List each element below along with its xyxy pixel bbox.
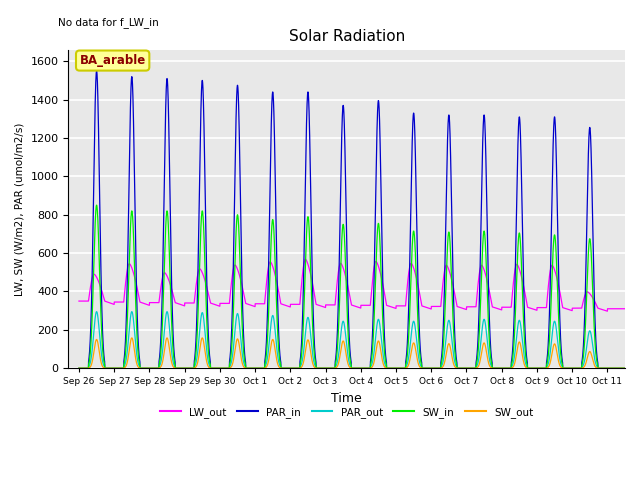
SW_in [499,365,506,371]
SW_in [639,365,640,371]
SW_out [95,345,102,351]
SW_in [95,243,102,249]
PAR_in [93,68,100,74]
Text: BA_arable: BA_arable [79,54,146,67]
LW_out [95,279,102,285]
SW_in [221,365,229,371]
SW_out [639,365,640,371]
LW_out [75,298,83,304]
PAR_out [248,365,256,371]
Line: LW_out: LW_out [79,259,640,311]
PAR_out [95,323,102,329]
PAR_out [93,309,100,314]
LW_out [328,302,336,308]
SW_out [128,335,136,341]
SW_out [221,365,229,371]
Title: Solar Radiation: Solar Radiation [289,29,405,44]
PAR_in [95,142,102,147]
SW_in [328,365,336,371]
LW_out [566,307,574,313]
LW_out [639,306,640,312]
SW_in [566,365,574,371]
Text: No data for f_LW_in: No data for f_LW_in [58,17,158,28]
LW_out [248,303,256,309]
PAR_in [499,365,506,371]
LW_out [301,256,309,262]
SW_out [328,365,336,371]
PAR_in [328,365,336,371]
PAR_in [248,365,256,371]
PAR_in [566,365,574,371]
SW_out [75,365,83,371]
Line: PAR_in: PAR_in [79,71,640,368]
X-axis label: Time: Time [332,392,362,405]
PAR_out [221,365,229,371]
PAR_in [221,365,229,371]
Legend: LW_out, PAR_in, PAR_out, SW_in, SW_out: LW_out, PAR_in, PAR_out, SW_in, SW_out [156,403,538,422]
PAR_out [499,365,506,371]
SW_out [566,365,574,371]
Line: SW_out: SW_out [79,338,640,368]
PAR_out [566,365,574,371]
PAR_out [75,365,83,371]
LW_out [499,304,506,310]
LW_out [221,300,229,306]
Y-axis label: LW, SW (W/m2), PAR (umol/m2/s): LW, SW (W/m2), PAR (umol/m2/s) [15,122,25,296]
PAR_in [639,365,640,371]
SW_out [248,365,256,371]
Line: PAR_out: PAR_out [79,312,640,368]
PAR_out [639,365,640,371]
Line: SW_in: SW_in [79,205,640,368]
SW_in [248,365,256,371]
SW_in [75,365,83,371]
LW_out [604,308,611,314]
SW_in [93,202,100,208]
PAR_in [75,365,83,371]
PAR_out [328,365,336,371]
SW_out [499,365,506,371]
